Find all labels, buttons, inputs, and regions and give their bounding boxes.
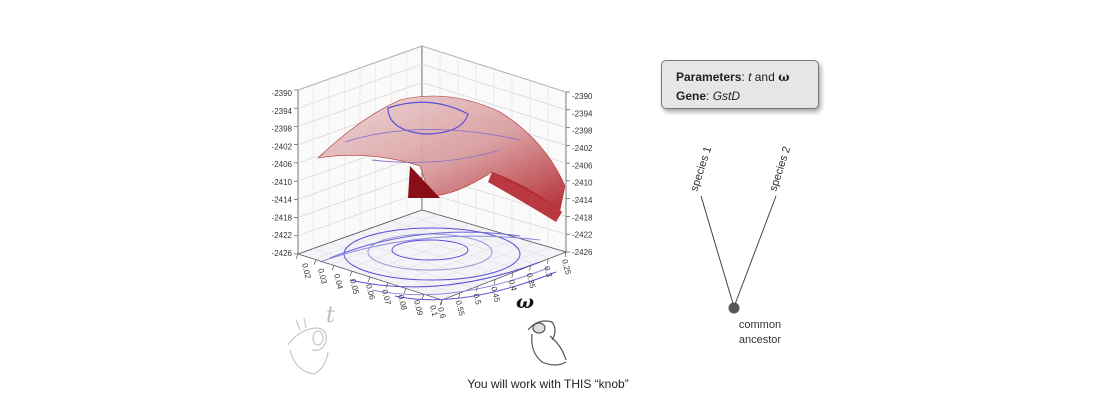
and-word: and bbox=[754, 70, 775, 84]
t-tick-mark bbox=[421, 294, 425, 300]
phylogeny-tree: species 1 species 2 bbox=[688, 145, 793, 314]
z-tick-label-left: -2418 bbox=[272, 213, 293, 222]
t-tick-label: 0.04 bbox=[332, 273, 345, 291]
z-tick-label-right: -2406 bbox=[572, 161, 593, 170]
z-tick-label-left: -2406 bbox=[272, 160, 293, 169]
t-tick-label: 0.1 bbox=[428, 304, 440, 318]
omega-tick-mark bbox=[546, 258, 549, 264]
z-tick-label-left: -2394 bbox=[272, 107, 293, 116]
parameters-label: Parameters bbox=[676, 70, 742, 84]
floor-gridline bbox=[328, 242, 474, 289]
omega-tick-label: 0.6 bbox=[436, 306, 448, 320]
z-tick-label-left: -2398 bbox=[272, 125, 293, 134]
parameters-row: Parameters: t and ω bbox=[676, 70, 790, 84]
floor-gridline bbox=[406, 215, 551, 259]
z-tick-label-right: -2422 bbox=[572, 231, 593, 240]
omega-tick-mark bbox=[493, 279, 496, 285]
t-tick-label: 0.09 bbox=[412, 299, 425, 317]
z-tick-label-left: -2422 bbox=[272, 231, 293, 240]
omega-axis-ticks: 0.25 0.3 0.35 0.4 0.45 0.5 0.55 0.6 bbox=[436, 251, 573, 320]
z-tick-label-left: -2414 bbox=[272, 196, 293, 205]
gene-row: Gene: GstD bbox=[676, 89, 741, 103]
wall-gridline bbox=[297, 63, 567, 111]
z-tick-label-right: -2402 bbox=[572, 144, 593, 153]
t-tick-mark bbox=[331, 265, 335, 271]
floor-gridline bbox=[375, 226, 520, 271]
z-axis-right-ticks: -2390 -2394 -2398 -2402 -2406 -2410 -2414 -2418… bbox=[566, 91, 593, 257]
t-tick-label: 0.07 bbox=[380, 289, 393, 307]
omega-tick-label: 0.45 bbox=[489, 286, 502, 304]
wall-gridline bbox=[297, 45, 567, 93]
t-tick-mark bbox=[349, 271, 353, 277]
omega-tick-mark bbox=[458, 293, 461, 299]
caption: You will work with THIS “knob” bbox=[467, 377, 629, 391]
ancestor-node bbox=[728, 302, 740, 314]
omega-tick-label: 0.55 bbox=[454, 299, 467, 317]
t-tick-label: 0.08 bbox=[396, 294, 409, 312]
z-axis-left-ticks: -2390 -2394 -2398 -2402 -2406 -2410 -2414 -2418… bbox=[272, 89, 298, 258]
z-tick-label-right: -2390 bbox=[572, 92, 593, 101]
t-tick-label: 0.06 bbox=[364, 283, 377, 301]
t-tick-mark bbox=[385, 282, 389, 288]
z-tick-label-right: -2394 bbox=[572, 109, 593, 118]
z-tick-label-right: -2414 bbox=[572, 196, 593, 205]
z-tick-label-right: -2418 bbox=[572, 213, 593, 222]
common-ancestor-label: common ancestor bbox=[718, 318, 802, 348]
t-tick-label: 0.02 bbox=[300, 262, 313, 280]
z-tick-label-left: -2426 bbox=[272, 249, 293, 258]
t-tick-mark bbox=[367, 276, 371, 283]
species-2-label: species 2 bbox=[767, 145, 793, 193]
z-tick-label-right: -2398 bbox=[572, 127, 593, 136]
floor-gridline bbox=[359, 231, 505, 277]
t-axis-ticks: 0.02 0.03 0.04 0.05 0.06 0.07 0.08 0.09 0.1 bbox=[295, 253, 443, 318]
t-tick-label: 0.03 bbox=[316, 268, 329, 286]
omega-tick-label: 0.25 bbox=[560, 258, 573, 276]
species-1-label: species 1 bbox=[688, 145, 714, 193]
omega-tick-label: 0.35 bbox=[525, 272, 538, 290]
ancestor-line-1: common bbox=[738, 319, 782, 331]
gene-label: Gene bbox=[676, 89, 707, 103]
omega-tick-mark bbox=[564, 251, 567, 258]
wall-gridline bbox=[297, 82, 567, 128]
z-tick-label-left: -2410 bbox=[272, 178, 293, 187]
omega-tick-mark bbox=[440, 299, 443, 306]
omega-tick-label: 0.3 bbox=[542, 265, 554, 279]
omega-tick-label: 0.5 bbox=[471, 293, 483, 307]
t-tick-mark bbox=[295, 253, 299, 260]
param-t: t bbox=[748, 70, 752, 84]
hand-knob-t-icon bbox=[287, 317, 329, 375]
gene-value: GstD bbox=[712, 89, 741, 103]
ancestor-line-2: ancestor bbox=[738, 334, 782, 346]
param-omega: ω bbox=[778, 70, 790, 84]
t-tick-label: 0.05 bbox=[348, 278, 361, 296]
t-tick-mark bbox=[403, 288, 407, 294]
z-tick-label-right: -2410 bbox=[572, 179, 593, 188]
omega-tick-mark bbox=[476, 286, 478, 292]
omega-axis-label: ω bbox=[516, 291, 534, 313]
omega-tick-label: 0.4 bbox=[507, 279, 519, 293]
floor-contours bbox=[319, 227, 557, 301]
z-tick-label-left: -2402 bbox=[272, 142, 293, 151]
z-tick-label-left: -2390 bbox=[272, 89, 293, 98]
hand-knob-omega-icon bbox=[527, 320, 567, 366]
t-axis-label: t bbox=[326, 303, 335, 328]
z-tick-label-right: -2426 bbox=[572, 248, 593, 257]
likelihood-surface bbox=[317, 95, 566, 222]
t-tick-mark bbox=[313, 259, 317, 265]
omega-tick-mark bbox=[511, 272, 514, 278]
parameters-box: Parameters: t and ω Gene: GstD bbox=[661, 60, 819, 109]
omega-tick-mark bbox=[529, 265, 531, 271]
wall-gridline bbox=[297, 173, 567, 218]
